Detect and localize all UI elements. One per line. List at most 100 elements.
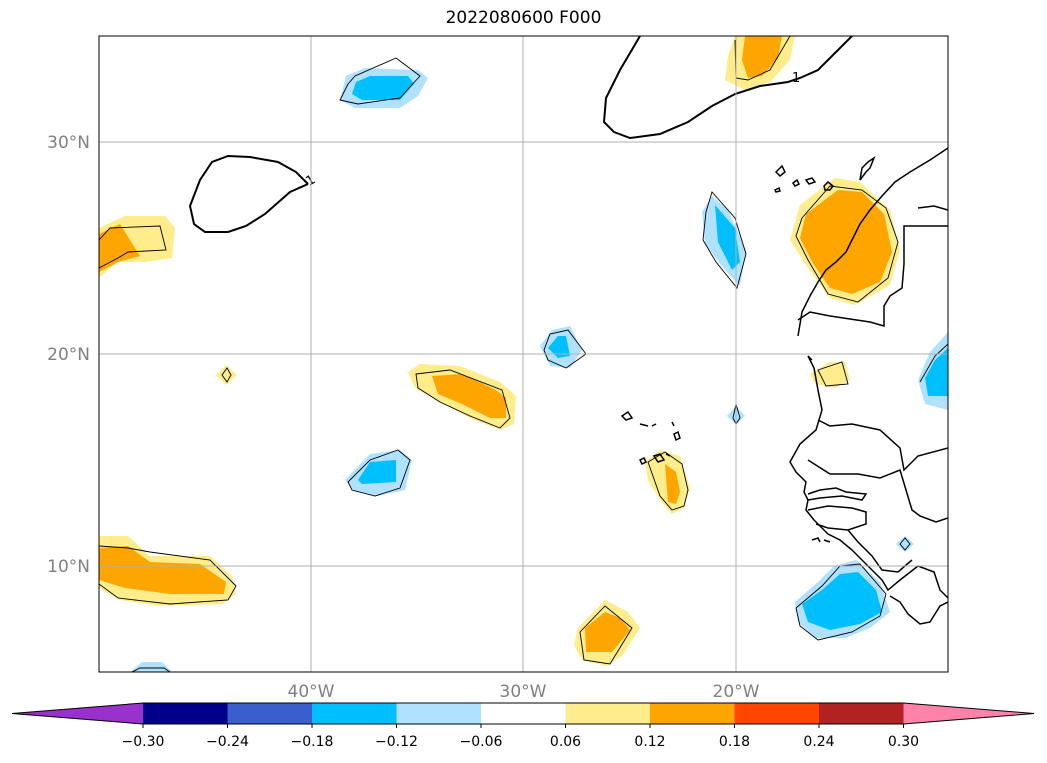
contour-line — [415, 369, 511, 429]
negative-anomaly-patch — [130, 662, 172, 672]
height-contours — [188, 36, 853, 233]
colorbar-tick-label: −0.12 — [375, 734, 418, 750]
colorbar-tick-label: 0.24 — [803, 734, 834, 750]
lat-label-30n: 30°N — [47, 133, 90, 153]
colorbar-segment — [312, 703, 397, 724]
positive-anomaly-core — [665, 464, 680, 504]
negative-anomaly-core — [352, 76, 414, 100]
contour-line — [795, 563, 887, 641]
contour-line — [579, 605, 633, 665]
colorbar-segment — [481, 703, 566, 724]
positive-anomaly-patch — [216, 365, 237, 385]
island-outline — [773, 186, 781, 193]
colorbar-tick-label: −0.24 — [206, 734, 249, 750]
map-title: 2022080600 F000 — [445, 8, 602, 28]
border-line — [807, 487, 868, 501]
contour-line — [99, 545, 237, 605]
contour-line — [347, 449, 411, 497]
island-outline — [859, 156, 876, 181]
island-outline — [620, 410, 634, 421]
contour-line — [795, 185, 899, 303]
thick-contour — [188, 154, 309, 233]
negative-anomaly-core — [358, 460, 396, 484]
contour-line — [899, 537, 911, 551]
latitude-labels: 30°N 20°N 10°N — [47, 133, 90, 577]
positive-anomaly-core — [99, 224, 140, 272]
island-outline — [811, 537, 821, 543]
positive-anomaly-core — [800, 190, 892, 294]
colorbar-segment — [734, 703, 820, 724]
island-outline — [774, 164, 786, 178]
thick-contour — [602, 36, 853, 140]
contour-line — [221, 367, 232, 383]
lon-label-20w: 20°W — [713, 682, 760, 702]
negative-anomaly-patch — [896, 536, 914, 552]
island-outline — [823, 180, 835, 191]
contour-line — [131, 667, 171, 672]
anomaly-fills — [99, 36, 948, 672]
colorbar-extend-min — [12, 703, 143, 724]
island-outline — [807, 355, 813, 361]
island-outline — [673, 430, 681, 442]
contour-line — [732, 403, 741, 425]
africa-coastline — [789, 355, 948, 599]
island-outline — [823, 539, 831, 543]
positive-anomaly-core — [742, 36, 782, 78]
contour-line — [919, 343, 948, 383]
border-line — [889, 595, 948, 625]
island-outline — [638, 456, 648, 466]
anomaly-contours — [99, 36, 948, 672]
coastlines — [620, 147, 948, 625]
lon-label-40w: 40°W — [288, 682, 335, 702]
colorbar-extend-max — [903, 703, 1034, 724]
lat-label-20n: 20°N — [47, 345, 90, 365]
colorbar-segment — [227, 703, 313, 724]
colorbar: −0.30 −0.24 −0.18 −0.12 −0.06 0.06 0.12 0.18 0.2… — [11, 702, 1035, 750]
colorbar-segment — [396, 703, 482, 724]
graticule — [99, 36, 948, 672]
contour-line — [702, 191, 747, 289]
colorbar-tick-label: 0.30 — [888, 734, 919, 750]
border-line — [807, 505, 867, 531]
island-outline — [804, 177, 817, 185]
island-outline — [917, 205, 948, 211]
colorbar-segment — [565, 703, 651, 724]
colorbar-tick-label: −0.30 — [122, 734, 165, 750]
positive-anomaly-core — [585, 612, 630, 652]
negative-anomaly-core — [548, 336, 570, 358]
contour-line — [99, 225, 167, 269]
border-line — [797, 225, 948, 327]
negative-anomaly-core — [802, 572, 882, 630]
colorbar-tick-label: 0.06 — [550, 734, 581, 750]
lat-label-10n: 10°N — [47, 557, 90, 577]
colorbar-segment — [819, 703, 904, 724]
border-line — [847, 529, 913, 573]
negative-anomaly-core — [925, 348, 948, 396]
colorbar-tick-label: 0.12 — [634, 734, 665, 750]
colorbar-tick-label: −0.06 — [460, 734, 503, 750]
map-frame — [98, 35, 949, 673]
colorbar-tick-label: −0.18 — [291, 734, 334, 750]
colorbar-segment — [650, 703, 735, 724]
island-outline — [791, 178, 801, 187]
contour-label: 1 — [792, 71, 800, 86]
colorbar-segment — [143, 703, 228, 724]
longitude-labels: 40°W 30°W 20°W — [288, 682, 760, 702]
contour-line — [339, 57, 421, 105]
map-content: 1 1 — [99, 36, 948, 672]
island-outline — [639, 423, 649, 427]
negative-anomaly-core — [715, 205, 740, 270]
africa-coastline — [797, 147, 948, 337]
positive-anomaly-core — [99, 546, 226, 594]
border-line — [807, 459, 948, 523]
lon-label-30w: 30°W — [500, 682, 547, 702]
contour-line — [817, 361, 849, 387]
island-outline — [652, 453, 666, 463]
island-outline — [671, 421, 675, 427]
positive-anomaly-patch — [810, 362, 850, 388]
contour-line — [647, 451, 689, 511]
colorbar-tick-label: 0.18 — [719, 734, 750, 750]
island-outline — [665, 453, 671, 457]
island-outline — [651, 423, 657, 427]
